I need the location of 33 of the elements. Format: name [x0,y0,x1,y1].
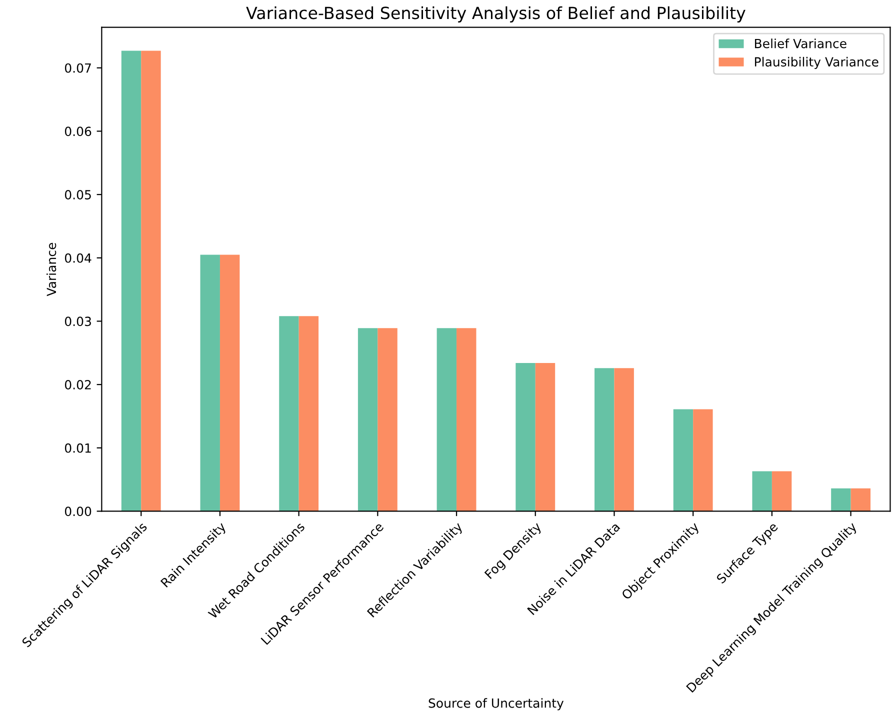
bar [279,316,299,512]
y-tick-label: 0.06 [64,126,92,136]
bar [141,50,161,512]
bar [378,328,398,512]
bar [594,368,614,512]
y-axis-title: Variance [46,242,56,296]
bar [535,363,556,512]
y-tick-label: 0.05 [64,190,91,200]
legend-label: Plausibility Variance [754,56,878,70]
x-axis-title: Source of Uncertainty [428,698,564,710]
bar [298,316,319,512]
y-tick-label: 0.00 [64,506,92,516]
y-tick-label: 0.01 [64,443,91,453]
bar [752,471,772,512]
bar [436,328,457,512]
bar [693,409,713,512]
chart-title: Variance-Based Sensitivity Analysis of Belief and Plausibility [246,6,746,22]
legend-label: Belief Variance [754,38,846,48]
bar [831,488,851,512]
bar [456,328,476,512]
bar [358,328,378,512]
bar [673,409,694,512]
bar [200,254,220,512]
y-tick-label: 0.04 [64,253,92,263]
bar [516,363,536,512]
y-tick-label: 0.03 [64,316,91,326]
bar [772,471,792,512]
y-tick-label: 0.07 [64,63,91,73]
bar [121,50,142,512]
bar [614,368,634,512]
bar [850,488,871,512]
bar [220,254,240,512]
y-tick-label: 0.02 [64,380,91,390]
